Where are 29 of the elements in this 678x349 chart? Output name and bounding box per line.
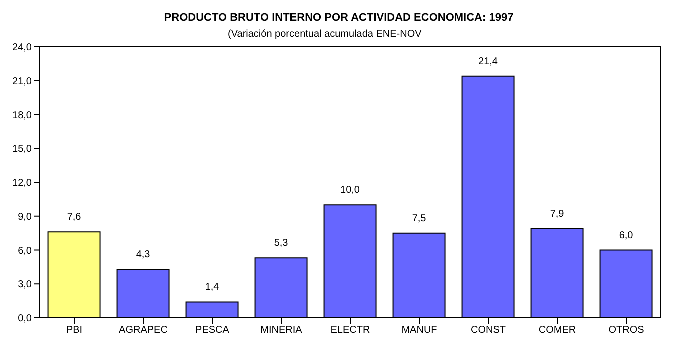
y-tick-label: 15,0 [12, 144, 32, 156]
data-label: 21,4 [478, 56, 498, 68]
y-tick-label: 18,0 [12, 110, 32, 122]
data-label: 10,0 [340, 185, 360, 196]
data-label: 7,9 [550, 208, 565, 220]
data-label: 7,6 [67, 212, 82, 224]
x-tick-label: PBI [66, 325, 83, 336]
x-tick-label: MANUF [402, 325, 438, 336]
data-label: 7,5 [412, 213, 427, 224]
y-tick-label: 24,0 [12, 42, 32, 54]
data-label: 5,3 [274, 238, 289, 250]
y-tick-label: 0,0 [18, 314, 32, 325]
y-tick-label: 3,0 [18, 280, 32, 291]
y-tick-label: 21,0 [12, 76, 32, 88]
data-label: 4,3 [136, 249, 151, 260]
data-label: 1,4 [205, 282, 220, 294]
x-tick-label: CONST [471, 325, 506, 336]
y-tick-label: 9,0 [18, 212, 32, 223]
x-tick-label: PESCA [196, 325, 230, 336]
x-tick-label: AGRAPEC [119, 325, 168, 336]
chart-title: PRODUCTO BRUTO INTERNO POR ACTIVIDAD ECONOMICA: 1997 [163, 12, 515, 24]
x-tick-label: ELECTR [330, 325, 370, 336]
chart-subtitle: (Variación porcentual acumulada ENE-NOV [228, 29, 422, 40]
x-tick-label: OTROS [608, 325, 645, 336]
y-tick-label: 12,0 [12, 178, 32, 190]
y-tick-label: 6,0 [18, 246, 32, 257]
x-tick-label: MINERIA [260, 325, 303, 336]
x-tick-label: COMER [538, 325, 576, 336]
data-label: 6,0 [619, 230, 634, 242]
